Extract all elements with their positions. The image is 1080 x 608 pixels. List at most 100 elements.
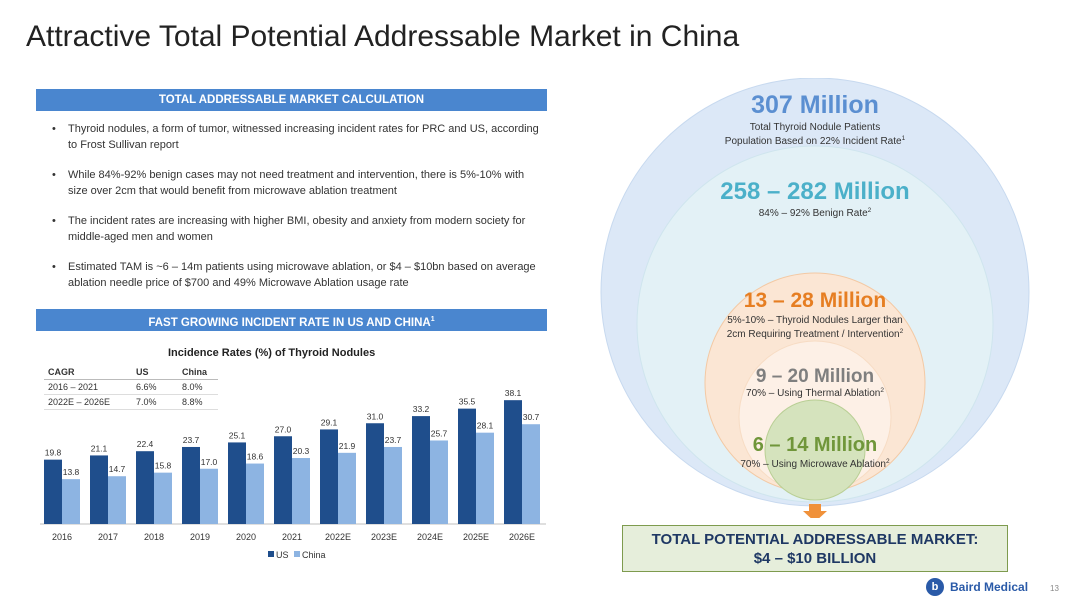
us-bar: [228, 442, 246, 524]
funnel-circle-level-5: [764, 399, 866, 501]
funnel-desc-level-3: 5%-10% – Thyroid Nodules Larger than: [727, 315, 902, 326]
us-data-label: 35.5: [459, 397, 476, 407]
funnel-value-level-1: 307 Million: [751, 91, 879, 119]
x-tick-label: 2021: [282, 532, 302, 542]
bullet-text: Estimated TAM is ~6 – 14m patients using…: [68, 261, 536, 289]
tam-summary-box: TOTAL POTENTIAL ADDRESSABLE MARKET: $4 –…: [622, 525, 1008, 572]
us-data-label: 27.0: [275, 424, 292, 434]
us-bar: [44, 459, 62, 524]
us-bar: [412, 416, 430, 524]
china-bar: [154, 472, 172, 524]
china-bar: [62, 479, 80, 524]
x-tick-label: 2026E: [509, 532, 535, 542]
cagr-table: CAGR US China 2016 – 2021 6.6% 8.0% 2022…: [44, 365, 218, 410]
china-cagr-cell: 8.0%: [178, 379, 218, 395]
us-data-label: 33.2: [413, 404, 430, 414]
table-row: 2022E – 2026E 7.0% 8.8%: [44, 394, 218, 410]
china-legend-label: China: [302, 550, 326, 560]
bullet-item: • While 84%-92% benign cases may not need…: [52, 167, 542, 199]
x-tick-label: 2016: [52, 532, 72, 542]
us-bar: [136, 451, 154, 524]
tam-bullet-list: • Thyroid nodules, a form of tumor, witne…: [52, 121, 542, 305]
company-logo: b Baird Medical: [926, 578, 1028, 596]
china-data-label: 18.6: [247, 452, 264, 462]
china-data-label: 23.7: [385, 435, 402, 445]
footnote-marker: 1: [430, 316, 435, 323]
funnel-value-level-4: 9 – 20 Million: [756, 366, 874, 387]
china-data-label: 28.1: [477, 421, 494, 431]
bullet-text: While 84%-92% benign cases may not need …: [68, 169, 525, 197]
china-bar: [384, 446, 402, 524]
us-data-label: 21.1: [91, 443, 108, 453]
table-row: 2016 – 2021 6.6% 8.0%: [44, 379, 218, 395]
china-bar: [200, 468, 218, 524]
china-bar: [430, 440, 448, 524]
x-tick-label: 2023E: [371, 532, 397, 542]
funnel-desc2-level-3: 2cm Requiring Treatment / Intervention2: [727, 328, 904, 340]
page-number: 13: [1050, 584, 1059, 593]
us-data-label: 25.1: [229, 430, 246, 440]
us-data-label: 23.7: [183, 435, 200, 445]
bullet-icon: •: [52, 261, 56, 273]
china-bar: [246, 463, 264, 524]
china-bar: [522, 424, 540, 524]
logo-icon: b: [926, 578, 944, 596]
us-bar: [274, 436, 292, 524]
us-bar: [504, 400, 522, 524]
bullet-item: • The incident rates are increasing with …: [52, 213, 542, 245]
funnel-value-level-5: 6 – 14 Million: [753, 434, 877, 456]
x-tick-label: 2025E: [463, 532, 489, 542]
bullet-icon: •: [52, 215, 56, 227]
us-header: US: [132, 365, 178, 380]
china-legend-swatch: [294, 551, 300, 557]
page-title: Attractive Total Potential Addressable M…: [26, 20, 740, 53]
us-cagr-cell: 7.0%: [132, 394, 178, 410]
period-cell: 2022E – 2026E: [44, 394, 132, 410]
funnel-desc-level-5: 70% – Using Microwave Ablation2: [740, 458, 890, 470]
china-data-label: 21.9: [339, 441, 356, 451]
tam-line-2: $4 – $10 BILLION: [753, 550, 877, 567]
us-data-label: 29.1: [321, 417, 338, 427]
down-arrow-icon: [803, 504, 827, 518]
china-data-label: 14.7: [109, 464, 126, 474]
china-bar: [476, 432, 494, 524]
x-tick-label: 2019: [190, 532, 210, 542]
bullet-text: Thyroid nodules, a form of tumor, witnes…: [68, 123, 539, 151]
bullet-text: The incident rates are increasing with h…: [68, 215, 526, 243]
x-tick-label: 2024E: [417, 532, 443, 542]
x-tick-label: 2018: [144, 532, 164, 542]
china-data-label: 15.8: [155, 461, 172, 471]
us-data-label: 31.0: [367, 411, 384, 421]
us-bar: [90, 455, 108, 524]
cagr-header: CAGR: [44, 365, 132, 380]
logo-text: Baird Medical: [950, 580, 1029, 594]
funnel-value-level-2: 258 – 282 Million: [720, 178, 909, 205]
incident-rate-heading-text: FAST GROWING INCIDENT RATE IN US AND CHI…: [148, 316, 431, 329]
china-cagr-cell: 8.8%: [178, 394, 218, 410]
china-header: China: [178, 365, 218, 380]
us-bar: [182, 446, 200, 524]
bullet-icon: •: [52, 123, 56, 135]
funnel-desc-level-1: Total Thyroid Nodule Patients: [750, 122, 880, 133]
china-data-label: 20.3: [293, 446, 310, 456]
funnel-value-level-3: 13 – 28 Million: [744, 289, 886, 312]
china-data-label: 17.0: [201, 457, 218, 467]
x-tick-label: 2022E: [325, 532, 351, 542]
bullet-item: • Estimated TAM is ~6 – 14m patients usin…: [52, 259, 542, 291]
china-bar: [338, 452, 356, 524]
us-legend-label: US: [276, 550, 289, 560]
us-cagr-cell: 6.6%: [132, 379, 178, 395]
us-bar: [320, 429, 338, 524]
us-data-label: 38.1: [505, 388, 522, 398]
tam-line-1: TOTAL POTENTIAL ADDRESSABLE MARKET:: [651, 531, 979, 548]
x-tick-label: 2020: [236, 532, 256, 542]
funnel-desc-level-2: 84% – 92% Benign Rate2: [759, 207, 872, 219]
funnel-desc2-level-1: Population Based on 22% Incident Rate1: [725, 135, 906, 147]
market-funnel-diagram: 307 Million Total Thyroid Nodule Patients…: [600, 78, 1030, 518]
china-data-label: 25.7: [431, 428, 448, 438]
us-bar: [458, 408, 476, 524]
china-data-label: 30.7: [523, 412, 540, 422]
china-bar: [292, 458, 310, 524]
incident-rate-heading: FAST GROWING INCIDENT RATE IN US AND CHI…: [36, 309, 547, 331]
china-data-label: 13.8: [63, 467, 80, 477]
